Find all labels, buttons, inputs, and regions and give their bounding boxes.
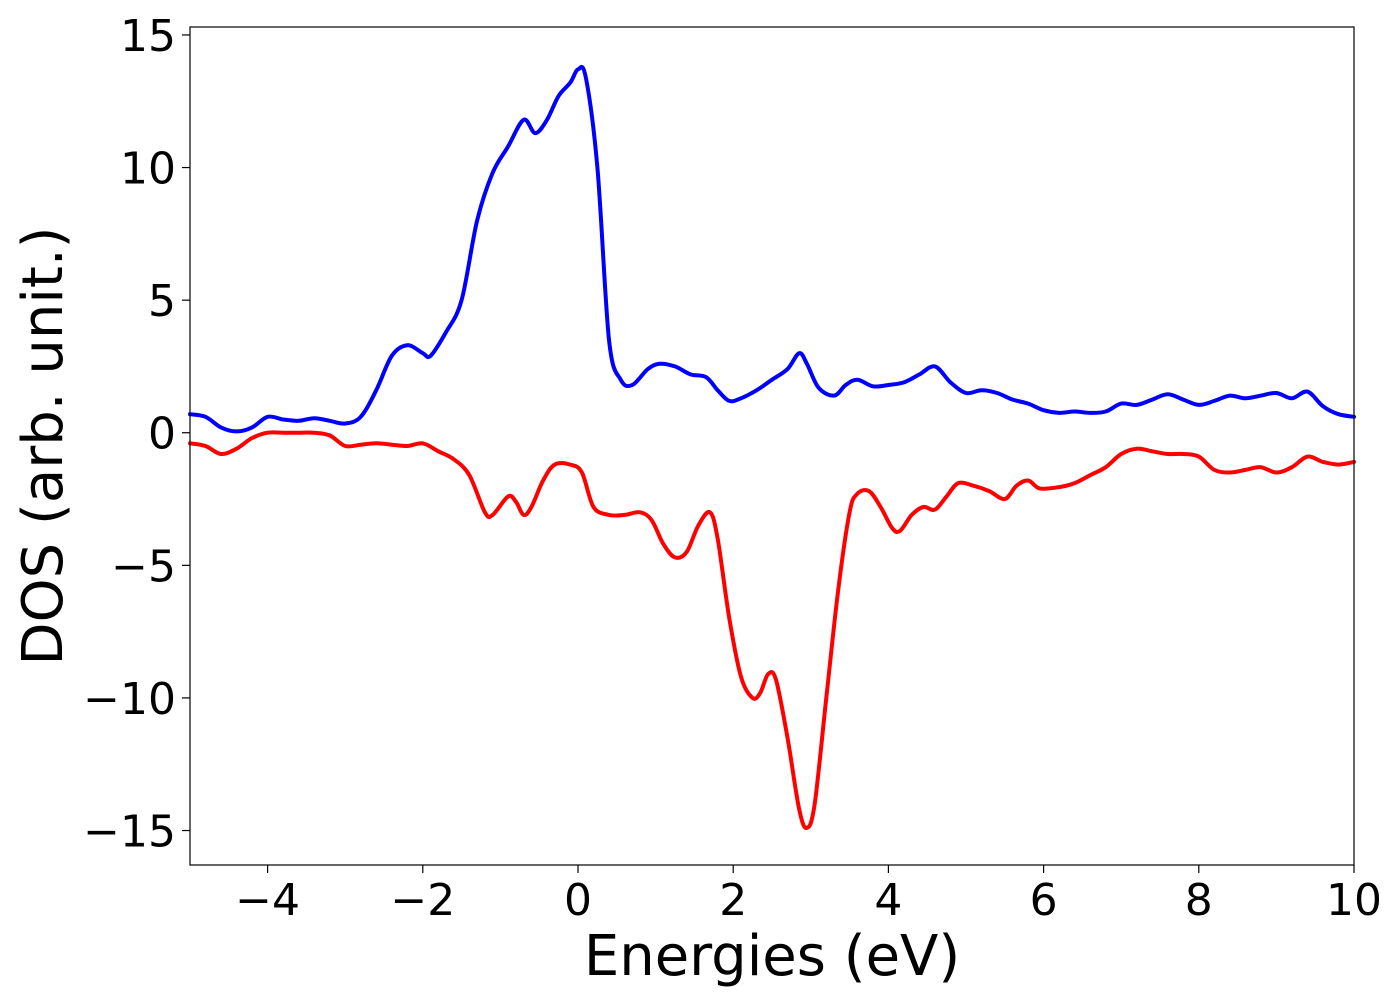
y-axis-label: DOS (arb. unit.) (11, 226, 76, 665)
y-tick-label: −10 (83, 674, 176, 725)
x-axis-ticks: −4 −2 0 2 4 6 8 10 (235, 865, 1382, 926)
plot-frame (189, 26, 1355, 866)
y-axis-ticks: 15 10 5 0 −5 −10 −15 (83, 11, 190, 858)
x-tick-label: 0 (564, 875, 592, 926)
y-tick-label: −5 (111, 541, 176, 592)
x-tick-label: 6 (1030, 875, 1058, 926)
y-tick-label: 5 (148, 276, 176, 327)
x-tick-label: 2 (719, 875, 747, 926)
series-line-1 (188, 64, 1356, 434)
x-axis-label: Energies (eV) (584, 924, 960, 989)
series-layer (188, 64, 1356, 830)
x-tick-label: −4 (235, 875, 300, 926)
series-line-2 (188, 430, 1356, 830)
y-tick-label: 15 (120, 11, 176, 62)
y-tick-label: 0 (148, 409, 176, 460)
x-tick-label: 10 (1326, 875, 1382, 926)
x-tick-label: 8 (1185, 875, 1213, 926)
x-tick-label: −2 (390, 875, 455, 926)
x-tick-label: 4 (874, 875, 902, 926)
y-tick-label: 10 (120, 144, 176, 195)
y-tick-label: −15 (83, 807, 176, 858)
